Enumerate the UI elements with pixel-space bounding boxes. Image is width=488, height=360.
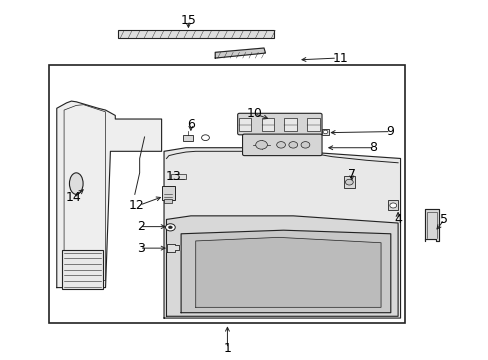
Polygon shape (57, 101, 161, 288)
Polygon shape (181, 230, 390, 313)
FancyBboxPatch shape (237, 113, 322, 135)
FancyBboxPatch shape (242, 134, 322, 156)
Circle shape (201, 135, 209, 140)
Polygon shape (166, 216, 397, 316)
Bar (238, 118, 251, 131)
Text: 11: 11 (331, 51, 347, 64)
Ellipse shape (69, 173, 83, 194)
Text: 15: 15 (180, 14, 196, 27)
Bar (307, 118, 320, 131)
Text: 7: 7 (347, 168, 355, 181)
Text: 12: 12 (128, 199, 144, 212)
Circle shape (288, 141, 297, 148)
Circle shape (276, 141, 285, 148)
Bar (387, 201, 397, 211)
Text: 10: 10 (246, 107, 262, 120)
Bar (343, 176, 354, 188)
Bar (261, 118, 274, 131)
Text: 9: 9 (385, 125, 393, 138)
Bar (118, 31, 273, 39)
Text: 5: 5 (439, 213, 447, 226)
Circle shape (301, 141, 309, 148)
Text: 1: 1 (223, 342, 231, 355)
Text: 4: 4 (393, 213, 401, 226)
Polygon shape (195, 237, 380, 307)
Circle shape (168, 226, 172, 229)
Bar (171, 174, 185, 179)
Text: 8: 8 (368, 141, 376, 154)
Circle shape (345, 179, 352, 185)
Text: 13: 13 (165, 170, 181, 183)
Circle shape (389, 203, 396, 208)
Bar (161, 186, 175, 200)
Bar (61, 250, 103, 289)
Bar (284, 118, 297, 131)
Text: 6: 6 (186, 118, 194, 131)
Polygon shape (424, 210, 438, 241)
Text: 3: 3 (136, 242, 144, 255)
Bar (182, 135, 193, 141)
Text: 14: 14 (66, 192, 81, 204)
Circle shape (255, 140, 267, 149)
Bar (321, 129, 329, 135)
Bar (49, 65, 405, 323)
Polygon shape (167, 244, 178, 252)
Polygon shape (215, 48, 265, 58)
Bar (163, 199, 172, 203)
Text: 2: 2 (136, 220, 144, 233)
Circle shape (165, 224, 175, 231)
Circle shape (323, 130, 327, 134)
Polygon shape (163, 148, 400, 318)
